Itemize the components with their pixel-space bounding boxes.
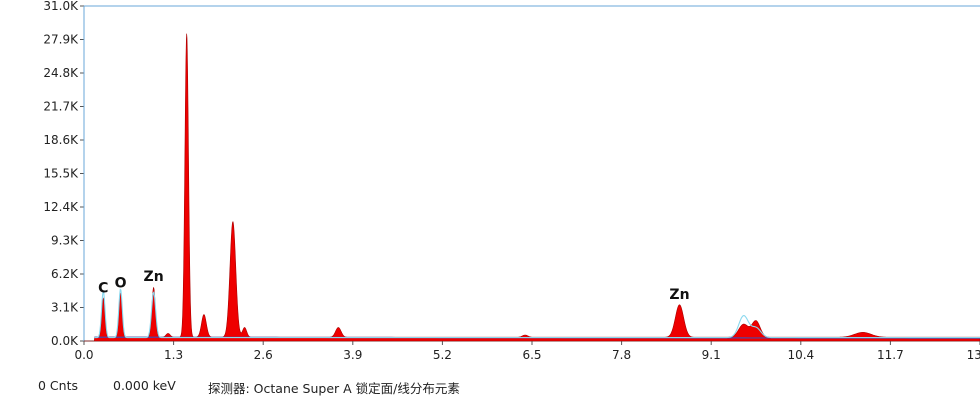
x-tick-label: 10.4	[787, 348, 814, 362]
x-tick-label: 6.5	[522, 348, 541, 362]
x-tick-label: 13.0	[967, 348, 980, 362]
x-tick-label: 1.3	[164, 348, 183, 362]
eds-spectrum-chart[interactable]: 0.0K 3.1K 6.2K 9.3K 12.4K 15.5K 18.6K 21.7K 24.8…	[0, 0, 980, 372]
peak-label: C	[98, 280, 108, 296]
y-tick-label: 12.4K	[43, 200, 79, 214]
plot-area	[83, 5, 980, 342]
y-tick-label: 21.7K	[43, 100, 79, 114]
spectrum-fill	[84, 33, 980, 342]
detector-info: 探测器: Octane Super A 锁定面/线分布元素	[208, 381, 460, 396]
y-tick-label: 18.6K	[43, 133, 79, 147]
fit-line	[94, 288, 980, 339]
x-tick-label: 5.2	[433, 348, 452, 362]
peak-label: Zn	[669, 287, 689, 303]
x-tick-label: 11.7	[877, 348, 904, 362]
x-tick-label: 0.0	[74, 348, 93, 362]
x-tick-label: 7.8	[612, 348, 631, 362]
y-tick-label: 6.2K	[51, 267, 79, 281]
y-tick-label: 15.5K	[43, 167, 79, 181]
peak-label: Zn	[144, 269, 164, 285]
y-tick-label: 0.0K	[51, 334, 79, 348]
cursor-counts: 0 Cnts	[38, 378, 78, 393]
peak-labels: C O Zn Zn	[98, 269, 689, 303]
y-tick-label: 3.1K	[51, 301, 79, 315]
y-tick-label: 31.0K	[43, 0, 79, 13]
y-axis: 0.0K 3.1K 6.2K 9.3K 12.4K 15.5K 18.6K 21.7K 24.8…	[43, 0, 84, 348]
y-tick-label: 27.9K	[43, 33, 79, 47]
y-tick-label: 9.3K	[51, 234, 79, 248]
status-bar: 0 Cnts 0.000 keV 探测器: Octane Super A 锁定面…	[0, 376, 980, 396]
x-axis: 0.0 1.3 2.6 3.9 5.2 6.5 7.8 9.1 10.4 11.7 13.0	[74, 341, 980, 362]
y-tick-label: 24.8K	[43, 66, 79, 80]
peak-label: O	[115, 276, 127, 292]
cursor-energy: 0.000 keV	[113, 378, 176, 393]
x-tick-label: 3.9	[343, 348, 362, 362]
x-tick-label: 2.6	[254, 348, 273, 362]
x-tick-label: 9.1	[702, 348, 721, 362]
